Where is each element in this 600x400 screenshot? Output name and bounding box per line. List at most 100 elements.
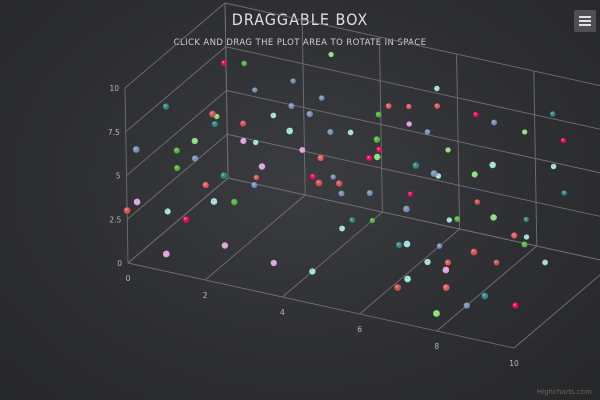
scatter-point[interactable] xyxy=(317,154,324,162)
scatter-point[interactable] xyxy=(385,103,392,109)
scatter-point[interactable] xyxy=(328,51,334,58)
scatter-point[interactable] xyxy=(404,275,411,283)
scatter-point[interactable] xyxy=(542,259,548,266)
scatter-point[interactable] xyxy=(270,259,277,267)
scatter-point[interactable] xyxy=(445,147,451,153)
scatter-point[interactable] xyxy=(299,147,306,153)
scatter-point[interactable] xyxy=(403,205,410,213)
scatter-point[interactable] xyxy=(407,191,414,197)
context-menu-button[interactable] xyxy=(574,10,596,32)
scatter-point[interactable] xyxy=(123,207,131,214)
scatter-point[interactable] xyxy=(406,121,412,127)
scatter-point[interactable] xyxy=(424,129,431,135)
scatter-point[interactable] xyxy=(315,179,323,187)
scatter-point[interactable] xyxy=(220,60,227,66)
scatter-point[interactable] xyxy=(306,110,313,118)
scatter-point[interactable] xyxy=(373,153,381,161)
scatter-point[interactable] xyxy=(481,292,489,300)
scatter-point[interactable] xyxy=(521,241,528,248)
scatter-point[interactable] xyxy=(550,163,557,170)
scatter-point[interactable] xyxy=(220,172,227,179)
scatter-point[interactable] xyxy=(182,216,190,223)
scatter-point[interactable] xyxy=(463,302,470,309)
scatter-point[interactable] xyxy=(474,199,481,205)
scatter-point[interactable] xyxy=(366,190,373,196)
scatter-point[interactable] xyxy=(133,198,141,206)
scatter-point[interactable] xyxy=(394,284,401,291)
scatter-point[interactable] xyxy=(403,240,411,248)
scatter-point[interactable] xyxy=(560,137,566,144)
scatter-point[interactable] xyxy=(231,198,238,206)
scatter-point[interactable] xyxy=(444,259,451,266)
scatter-point[interactable] xyxy=(309,268,316,275)
scatter-point[interactable] xyxy=(164,208,171,215)
scatter-point[interactable] xyxy=(430,170,438,177)
scatter-point[interactable] xyxy=(162,250,170,258)
scatter-point[interactable] xyxy=(489,161,496,169)
scatter-point[interactable] xyxy=(211,121,218,127)
scatter-point[interactable] xyxy=(288,103,295,109)
scatter-point[interactable] xyxy=(473,111,479,118)
scatter-point[interactable] xyxy=(442,266,450,274)
scatter-point[interactable] xyxy=(512,302,519,309)
scatter-point[interactable] xyxy=(202,181,209,189)
scatter-point[interactable] xyxy=(270,112,277,119)
scatter-point[interactable] xyxy=(335,180,343,187)
scatter-point[interactable] xyxy=(290,78,296,84)
scatter-point[interactable] xyxy=(240,120,247,127)
scatter-point[interactable] xyxy=(338,190,345,197)
scatter-point[interactable] xyxy=(330,174,336,180)
scatter-point[interactable] xyxy=(511,232,518,239)
scatter-point[interactable] xyxy=(442,284,450,291)
scatter-point[interactable] xyxy=(549,111,556,117)
scatter-point[interactable] xyxy=(433,310,440,317)
scatter-point[interactable] xyxy=(490,214,497,221)
scatter-point[interactable] xyxy=(162,103,169,110)
scatter-point[interactable] xyxy=(191,137,198,145)
scatter-point[interactable] xyxy=(318,95,325,101)
scatter-point[interactable] xyxy=(424,258,431,266)
scatter-point[interactable] xyxy=(286,127,294,135)
scatter-point[interactable] xyxy=(221,242,229,249)
scatter-point[interactable] xyxy=(491,119,498,126)
scatter-point[interactable] xyxy=(471,171,478,178)
scatter-point[interactable] xyxy=(436,243,443,249)
scatter-point[interactable] xyxy=(406,103,412,110)
scatter-point[interactable] xyxy=(523,216,529,223)
scatter-point[interactable] xyxy=(375,111,382,118)
scatter-point[interactable] xyxy=(241,60,247,67)
scatter-point[interactable] xyxy=(523,234,530,240)
scatter-point[interactable] xyxy=(412,162,420,169)
scatter-point[interactable] xyxy=(366,155,373,161)
scatter-point[interactable] xyxy=(434,85,440,92)
scatter-point[interactable] xyxy=(373,136,381,143)
scatter-point[interactable] xyxy=(310,173,316,180)
scatter-point[interactable] xyxy=(339,225,346,232)
scatter-point[interactable] xyxy=(173,147,180,154)
scatter-point[interactable] xyxy=(395,241,403,249)
scatter-point[interactable] xyxy=(454,216,461,222)
scatter-point[interactable] xyxy=(349,217,355,223)
scatter-point[interactable] xyxy=(174,165,181,171)
scatter-point[interactable] xyxy=(347,129,354,136)
scatter-point[interactable] xyxy=(253,139,259,146)
scatter-point[interactable] xyxy=(446,217,452,223)
scatter-point[interactable] xyxy=(561,190,567,196)
scatter-point[interactable] xyxy=(252,87,258,93)
scatter-point[interactable] xyxy=(191,155,199,162)
scatter-point[interactable] xyxy=(209,110,216,118)
credits-link[interactable]: Highcharts.com xyxy=(536,388,592,396)
scatter-point[interactable] xyxy=(251,182,258,188)
scatter-point[interactable] xyxy=(493,259,500,266)
scatter-point[interactable] xyxy=(210,198,218,205)
scatter-point[interactable] xyxy=(434,103,440,109)
scatter-point[interactable] xyxy=(470,248,478,256)
scatter-point[interactable] xyxy=(240,137,247,145)
scatter-point[interactable] xyxy=(258,163,266,170)
scatter-point[interactable] xyxy=(253,174,259,181)
scatter-point[interactable] xyxy=(376,146,383,153)
scatter-point[interactable] xyxy=(132,146,140,153)
scatter-point[interactable] xyxy=(327,129,334,135)
scatter-point[interactable] xyxy=(522,129,528,135)
